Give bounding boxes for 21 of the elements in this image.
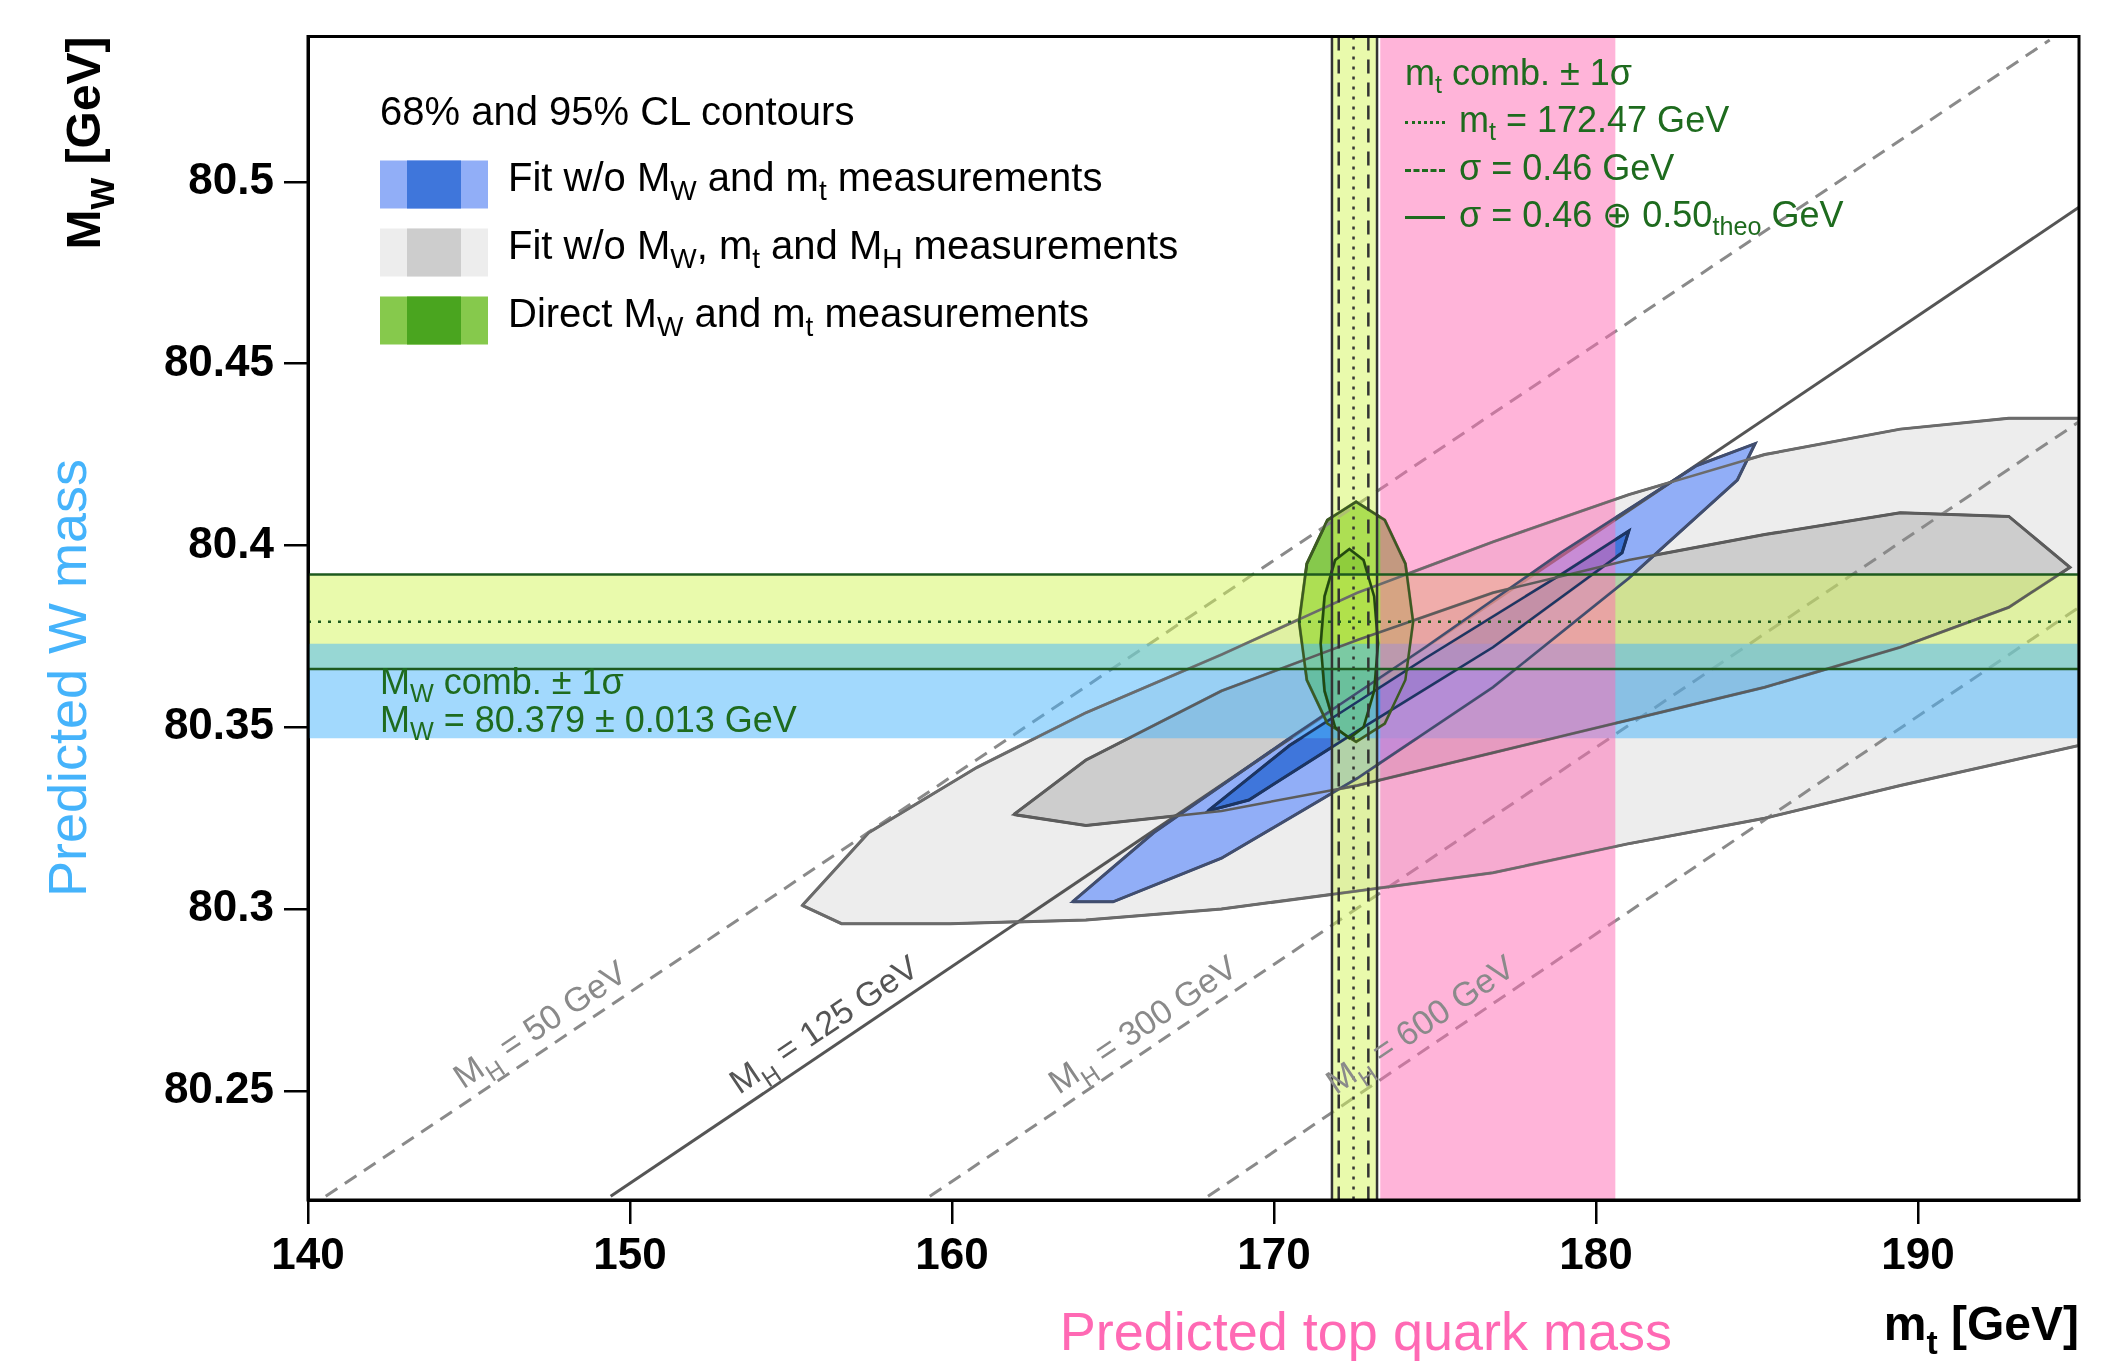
x-tick-label: 160 xyxy=(915,1228,989,1278)
y-tick-label: 80.35 xyxy=(163,699,274,749)
text: MH = 125 GeV xyxy=(722,947,925,1101)
y-tick-label: 80.5 xyxy=(188,153,274,203)
text: MH = 50 GeV xyxy=(446,952,634,1096)
x-tick-label: 190 xyxy=(1881,1228,1955,1278)
text: MH = 600 GeV xyxy=(1318,947,1522,1102)
y-tick-label: 80.45 xyxy=(163,335,274,385)
band-label: Predicted W mass xyxy=(37,458,97,898)
x-tick-label: 140 xyxy=(271,1228,345,1278)
y-tick-label: 80.3 xyxy=(188,881,274,931)
text: MH = 300 GeV xyxy=(1041,947,1244,1101)
x-tick-label: 170 xyxy=(1237,1228,1311,1278)
y-axis-title: MW [GeV] xyxy=(57,36,122,250)
band-label: Predicted top quark mass xyxy=(1059,1301,1673,1361)
x-tick-label: 150 xyxy=(593,1228,667,1278)
y-tick-label: 80.4 xyxy=(188,517,275,567)
annotation: σ = 0.46 GeV xyxy=(1459,146,1675,188)
x-tick-label: 180 xyxy=(1559,1228,1633,1278)
y-tick-label: 80.25 xyxy=(163,1063,274,1113)
legend-title: 68% and 95% CL contours xyxy=(380,89,855,134)
